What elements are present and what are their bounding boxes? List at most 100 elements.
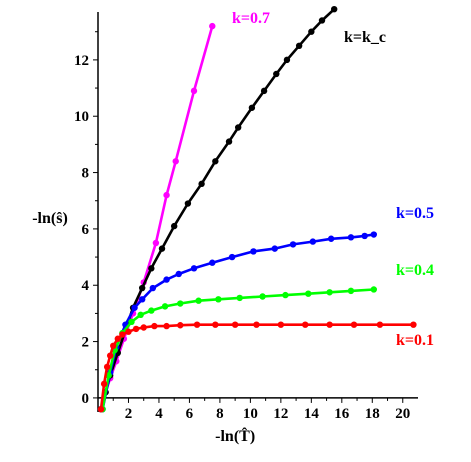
- x-tick-label: 16: [334, 406, 350, 422]
- data-point: [103, 363, 111, 371]
- data-point: [410, 321, 417, 328]
- data-point: [330, 5, 338, 13]
- y-tick-label: 10: [74, 109, 89, 125]
- data-point: [198, 180, 205, 188]
- data-point: [326, 289, 333, 296]
- data-point: [119, 331, 126, 338]
- data-point: [158, 245, 166, 252]
- x-tick-label: 14: [304, 406, 320, 422]
- data-point: [209, 259, 216, 266]
- data-point: [125, 328, 132, 335]
- data-point: [163, 276, 170, 283]
- data-point: [100, 380, 108, 388]
- data-point: [138, 296, 146, 303]
- data-point: [250, 248, 257, 255]
- x-tick-label: 8: [216, 406, 224, 422]
- data-point: [260, 87, 268, 95]
- data-point: [215, 296, 222, 303]
- x-tick-label: 12: [273, 406, 288, 422]
- data-point: [97, 405, 105, 413]
- data-point: [163, 191, 170, 199]
- data-point: [273, 70, 280, 78]
- data-point: [163, 322, 170, 330]
- series-group: [97, 5, 417, 413]
- data-point: [190, 87, 198, 95]
- y-tick-label: 12: [74, 53, 89, 69]
- series-label: k=0.5: [396, 205, 434, 222]
- series-line: [99, 323, 414, 410]
- y-tick-label: 6: [82, 222, 90, 238]
- data-point: [302, 321, 309, 328]
- data-point: [177, 322, 184, 329]
- data-point: [253, 321, 260, 328]
- data-point: [370, 286, 378, 293]
- data-point: [110, 342, 117, 350]
- series-line: [101, 233, 374, 410]
- series-labels: k=0.7 k=k_c k=0.5 k=0.4 k=0.1: [232, 10, 434, 349]
- x-tick-label: 4: [155, 406, 163, 422]
- data-point: [175, 270, 182, 278]
- data-point: [282, 291, 289, 299]
- data-point: [308, 28, 315, 35]
- x-tick-label: 6: [186, 406, 194, 422]
- series-label: k=k_c: [344, 29, 386, 46]
- series-label: k=0.4: [396, 262, 434, 279]
- data-point: [295, 42, 303, 50]
- data-point: [326, 321, 333, 328]
- data-point: [350, 321, 358, 328]
- x-tick-label: 18: [365, 406, 380, 422]
- data-point: [177, 300, 184, 307]
- x-axis-label: -ln(T̂): [215, 427, 255, 445]
- data-point: [347, 234, 355, 241]
- data-point: [271, 245, 278, 252]
- y-tick-label: 0: [82, 391, 90, 407]
- data-point: [277, 321, 285, 328]
- data-point: [209, 22, 216, 30]
- data-point: [231, 321, 239, 328]
- y-tick-label: 8: [82, 166, 90, 182]
- data-point: [236, 294, 243, 302]
- y-axis-label: -ln(ŝ): [32, 210, 68, 227]
- data-point: [131, 304, 138, 311]
- x-tick-label: 10: [243, 406, 258, 422]
- data-point: [152, 239, 160, 247]
- series-line: [99, 8, 336, 410]
- x-tick-label: 20: [395, 406, 410, 422]
- data-point: [228, 253, 236, 261]
- series-label: k=0.7: [232, 10, 270, 27]
- data-point: [148, 265, 155, 272]
- data-point: [161, 303, 169, 310]
- data-point: [140, 324, 147, 331]
- data-point: [225, 138, 233, 145]
- data-point: [148, 307, 155, 314]
- data-point: [305, 290, 312, 297]
- data-point: [327, 235, 335, 242]
- data-point: [283, 56, 291, 64]
- data-point: [376, 321, 384, 328]
- data-point: [138, 284, 146, 292]
- data-point: [128, 318, 135, 326]
- data-point: [193, 321, 201, 328]
- data-point: [132, 325, 140, 333]
- data-point: [195, 297, 202, 304]
- series-label: k=0.1: [396, 332, 434, 349]
- data-point: [184, 200, 192, 207]
- data-point: [137, 311, 144, 319]
- data-point: [212, 158, 219, 165]
- data-point: [309, 238, 317, 245]
- series-line: [101, 288, 374, 410]
- data-point: [170, 222, 178, 230]
- axes: 2 4 6 8 10 12 14 16 18 20 0 2 4 6 8 10 12: [74, 12, 418, 422]
- x-tick-label: 2: [125, 406, 133, 422]
- y-tick-label: 2: [82, 335, 90, 351]
- data-point: [114, 335, 122, 342]
- data-point: [106, 352, 114, 359]
- data-point: [212, 321, 219, 328]
- data-point: [151, 322, 158, 330]
- data-point: [149, 284, 157, 292]
- data-point: [318, 17, 326, 24]
- data-point: [289, 241, 297, 248]
- data-point: [370, 231, 378, 238]
- data-point: [190, 265, 198, 272]
